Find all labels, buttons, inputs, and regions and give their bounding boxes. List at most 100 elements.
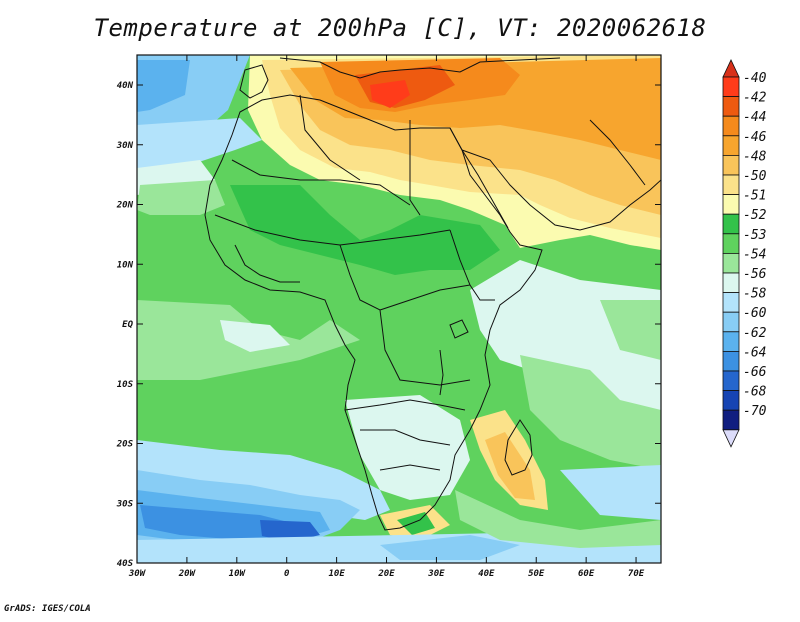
colorbar-swatch: [722, 311, 740, 333]
lon-tick-label: 40E: [478, 569, 495, 579]
border-south-1: [344, 399, 466, 411]
border-sahara-3: [409, 120, 421, 216]
colorbar-swatch: [722, 194, 740, 215]
europe-coastline: [239, 64, 269, 99]
colorbar-swatch: [722, 233, 740, 254]
coastlines: [204, 57, 661, 531]
red-sea: [449, 127, 509, 229]
border-sahara-2: [299, 94, 361, 181]
temperature-field: [137, 55, 661, 563]
lon-tick-label: 20W: [178, 569, 197, 579]
lon-tick-label: 70E: [628, 569, 645, 579]
colorbar-swatch: [722, 96, 740, 117]
latitude-ticks: 40N 30N 20N 10N EQ 10S 20S 30S 40S: [116, 81, 661, 569]
lat-tick-label: 20N: [116, 201, 134, 211]
colorbar-label: -60: [743, 306, 767, 321]
border-south-3: [379, 464, 441, 471]
colorbar-label: -40: [743, 71, 767, 86]
colorbar-swatch: [722, 409, 740, 431]
field-south-africa-54: [345, 395, 470, 500]
madagascar-coastline: [504, 419, 533, 476]
arabia-coastline: [461, 149, 661, 231]
colorbar-label: -51: [743, 189, 766, 204]
colorbar-label: -56: [743, 267, 767, 282]
lat-tick-label: 10N: [117, 260, 134, 270]
colorbar-label: -54: [743, 247, 766, 262]
colorbar-label: -68: [743, 385, 767, 400]
lat-tick-label: 30N: [116, 141, 134, 151]
colorbar-label: -53: [743, 228, 766, 243]
field-south-atlantic-64: [260, 520, 320, 542]
lon-tick-label: 50E: [528, 569, 545, 579]
colorbar-label: -66: [743, 365, 767, 380]
lon-tick-label: 60E: [578, 569, 595, 579]
colorbar-swatch: [722, 350, 740, 372]
colorbar-swatch: [722, 115, 740, 137]
lat-tick-label: 30S: [116, 499, 134, 509]
lat-tick-label: EQ: [122, 320, 133, 330]
lon-tick-label: 20E: [377, 569, 395, 579]
colorbar-swatch: [722, 331, 740, 352]
colorbar-label: -52: [743, 208, 767, 223]
colorbar-swatch: [722, 272, 740, 294]
colorbar-label: -62: [743, 326, 767, 341]
field-cape-52: [397, 512, 435, 535]
colorbar-label: -70: [743, 404, 767, 419]
colorbar-bottom-triangle: [722, 429, 740, 448]
lat-tick-label: 10S: [117, 380, 134, 390]
field-mozambique-48: [485, 432, 535, 500]
grads-credit: GrADS: IGES/COLA: [4, 604, 91, 614]
colorbar-swatch: [722, 174, 740, 196]
field-indian-ocean-green: [600, 300, 661, 360]
lat-tick-label: 40S: [117, 559, 134, 569]
persian-gulf: [589, 119, 646, 186]
lake-victoria: [449, 319, 469, 339]
field-north-40: [370, 80, 410, 108]
colorbar-swatch: [722, 213, 740, 235]
colorbar-label: -42: [743, 91, 767, 106]
colorbar-label: -50: [743, 169, 767, 184]
colorbar-label: -44: [743, 110, 766, 125]
colorbar-top-triangle: [722, 59, 740, 78]
lat-tick-label: 20S: [116, 440, 134, 450]
lon-tick-label: 10W: [229, 569, 247, 579]
colorbar-label: -58: [743, 287, 767, 302]
colorbar-swatch: [722, 135, 740, 156]
field-south-indian-53: [455, 490, 661, 548]
colorbar-label: -64: [743, 345, 766, 360]
lon-tick-label: 30W: [128, 569, 147, 579]
colorbar-swatch: [722, 390, 740, 411]
field-west-53-light: [137, 180, 225, 215]
colorbar-swatch: [722, 154, 740, 176]
colorbar: -40 -42 -44 -46 -48 -50 -51 -52 -53 -54 -56 -58 -60 -…: [722, 59, 767, 448]
chart-title: Temperature at 200hPa [C], VT: 202006261…: [93, 14, 707, 42]
field-atlantic-56: [137, 118, 262, 175]
colorbar-label: -48: [743, 149, 767, 164]
colorbar-swatch: [722, 292, 740, 313]
border-central-2: [379, 309, 471, 386]
longitude-ticks: 30W 20W 10W 0 10E 20E 30E 40E 50E 60E 70E: [128, 55, 645, 579]
colorbar-swatch: [722, 76, 740, 98]
lon-tick-label: 0: [284, 569, 290, 579]
colorbar-swatch: [722, 252, 740, 274]
border-sahara-1: [231, 159, 411, 206]
field-indian-ocean-53: [520, 355, 661, 470]
lake-tanganyika: [439, 349, 444, 396]
lon-tick-label: 10E: [328, 569, 345, 579]
lon-tick-label: 30E: [427, 569, 445, 579]
field-eq-atlantic-pale: [220, 320, 290, 352]
colorbar-label: -46: [743, 130, 767, 145]
europe-coastline-2: [279, 57, 561, 79]
field-atlantic-north-60: [137, 60, 190, 112]
plot-frame: [136, 54, 662, 564]
border-south-2: [360, 429, 451, 446]
field-central-52: [230, 185, 500, 275]
field-south-atlantic-62: [140, 505, 300, 540]
colorbar-swatch: [722, 370, 740, 392]
lat-tick-label: 40N: [117, 81, 134, 91]
border-west: [234, 244, 300, 283]
field-southern-58: [380, 535, 520, 560]
border-east: [449, 229, 495, 301]
